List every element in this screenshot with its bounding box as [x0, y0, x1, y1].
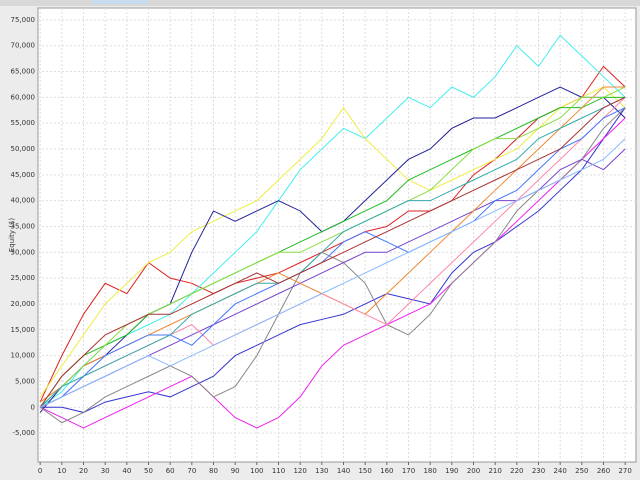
- equity-line: [39, 138, 626, 408]
- y-tick-label: 55,000: [11, 119, 36, 127]
- equity-line: [39, 117, 626, 429]
- x-tick-label: 110: [272, 467, 285, 475]
- x-tick-label: 20: [79, 467, 88, 475]
- x-tick-label: 230: [532, 467, 545, 475]
- x-tick-label: 150: [358, 467, 371, 475]
- x-tick-label: 270: [618, 467, 631, 475]
- y-tick-label: 65,000: [11, 68, 36, 76]
- equity-line: [39, 96, 626, 408]
- x-tick-label: 120: [293, 467, 306, 475]
- x-tick-label: 80: [209, 467, 218, 475]
- x-tick-label: 100: [250, 467, 263, 475]
- equity-line: [39, 86, 626, 398]
- equity-line: [39, 96, 626, 408]
- y-tick-label: 20,000: [11, 300, 36, 308]
- y-tick-label: 10,000: [11, 352, 36, 360]
- x-tick-label: 200: [467, 467, 480, 475]
- y-tick-label: 15,000: [11, 326, 36, 334]
- y-tick-label: 25,000: [11, 274, 36, 282]
- x-tick-label: 130: [315, 467, 328, 475]
- x-tick-label: 30: [101, 467, 110, 475]
- x-tick-label: 60: [166, 467, 175, 475]
- y-tick-label: 70,000: [11, 42, 36, 50]
- active-tab[interactable]: [92, 0, 148, 4]
- x-tick-label: 50: [144, 467, 153, 475]
- x-tick-label: 70: [187, 467, 196, 475]
- tab-bar: [0, 0, 640, 6]
- x-tick-label: 210: [488, 467, 501, 475]
- equity-line: [39, 65, 626, 403]
- y-tick-label: 35,000: [11, 222, 36, 230]
- x-tick-label: 220: [510, 467, 523, 475]
- x-tick-label: 140: [337, 467, 350, 475]
- x-tick-label: 160: [380, 467, 393, 475]
- y-tick-label: 45,000: [11, 171, 36, 179]
- x-tick-label: 0: [38, 467, 42, 475]
- x-tick-label: 180: [423, 467, 436, 475]
- y-tick-label: -5,000: [12, 429, 35, 437]
- x-tick-label: 40: [122, 467, 131, 475]
- x-tick-label: 10: [57, 467, 66, 475]
- equity-line: [40, 107, 626, 413]
- equity-line: [39, 34, 626, 408]
- x-tick-label: 170: [402, 467, 415, 475]
- y-tick-label: 60,000: [11, 93, 36, 101]
- x-tick-label: 190: [445, 467, 458, 475]
- y-tick-label: 75,000: [11, 16, 36, 24]
- y-axis-label: Equity ($): [8, 218, 16, 253]
- equity-line: [39, 96, 626, 408]
- y-tick-label: 30,000: [11, 248, 36, 256]
- y-tick-label: 40,000: [11, 197, 36, 205]
- y-tick-label: 50,000: [11, 145, 36, 153]
- y-tick-label: 0: [31, 403, 35, 411]
- x-tick-label: 260: [597, 467, 610, 475]
- y-tick-label: 5,000: [15, 377, 35, 385]
- x-tick-label: 90: [231, 467, 240, 475]
- equity-line: [39, 107, 626, 408]
- x-tick-label: 240: [553, 467, 566, 475]
- x-tick-label: 250: [575, 467, 588, 475]
